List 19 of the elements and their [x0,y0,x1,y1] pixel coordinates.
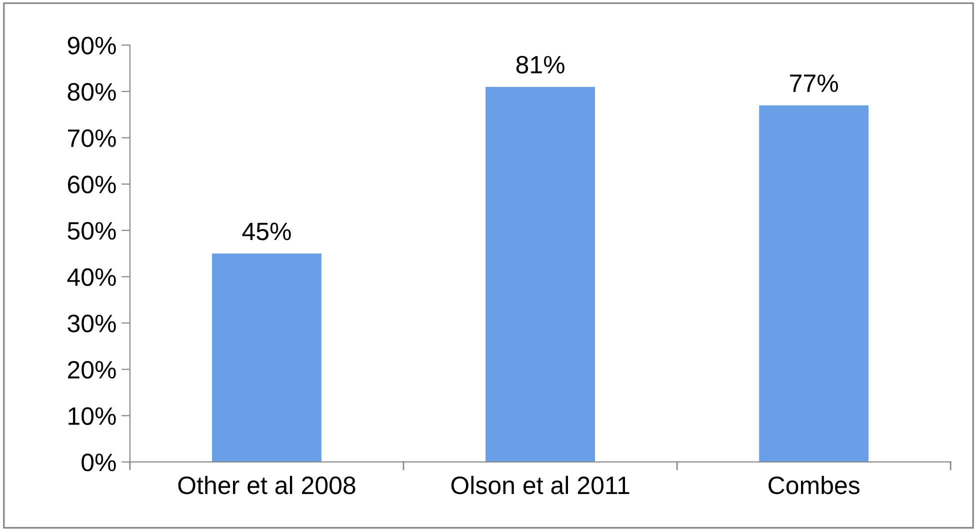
y-tick-label: 0% [82,454,116,472]
y-tick-label: 10% [68,407,116,425]
y-tick-label: 30% [68,314,116,332]
data-label: 77% [790,74,838,92]
y-tick-label: 50% [68,222,116,240]
y-tick-label: 60% [68,176,116,194]
x-tick-label: Combes [768,476,860,494]
data-label: 81% [516,56,564,74]
y-tick-label: 40% [67,268,116,286]
bar [486,86,595,462]
x-tick-label: Other et al 2008 [178,476,356,494]
y-tick-label: 80% [68,83,116,101]
y-tick-label: 70% [68,129,116,148]
y-tick-label: 90% [68,36,116,54]
x-tick-label: Olson et al 2011 [451,476,630,494]
bar [212,254,322,462]
y-tick-label: 20% [68,360,116,379]
data-label: 45% [242,222,291,240]
bar [759,105,869,462]
